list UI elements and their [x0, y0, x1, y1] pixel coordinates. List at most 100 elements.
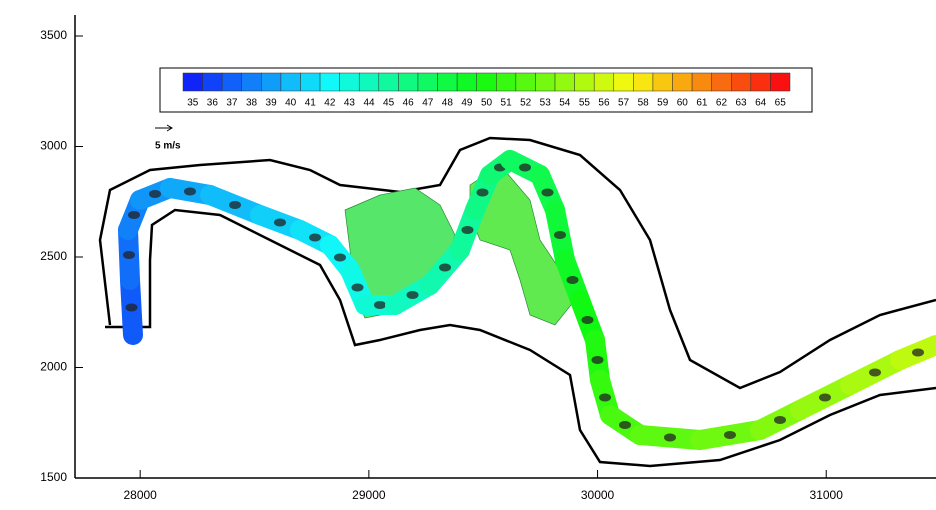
colorbar-label: 45 [383, 98, 395, 109]
colorbar-swatch [750, 72, 771, 92]
colorbar-label: 59 [657, 98, 669, 109]
velocity-vector [912, 348, 924, 357]
colorbar-swatch [300, 72, 321, 92]
colorbar-label: 36 [207, 98, 219, 109]
y-tick-label: 3000 [40, 139, 67, 153]
colorbar-swatch [241, 72, 262, 92]
velocity-vector [541, 188, 554, 197]
colorbar-label: 62 [716, 98, 728, 109]
colorbar-label: 52 [520, 98, 532, 109]
colorbar-swatch [319, 72, 340, 92]
velocity-vector [664, 433, 676, 442]
velocity-vector [229, 201, 241, 209]
colorbar-label: 43 [344, 98, 356, 109]
velocity-vector [309, 233, 321, 242]
colorbar-label: 56 [598, 98, 610, 109]
velocity-vector [581, 316, 594, 324]
colorbar-swatch [770, 72, 791, 92]
colorbar-swatch [182, 72, 203, 92]
colorbar-swatch [613, 72, 634, 92]
colorbar-swatch [731, 72, 752, 92]
x-tick-label: 31000 [810, 488, 844, 502]
colorbar-label: 53 [540, 98, 552, 109]
colorbar-swatch [378, 72, 399, 92]
colorbar-label: 50 [481, 98, 493, 109]
velocity-vector [334, 253, 346, 262]
vector-scale-label: 5 m/s [155, 141, 181, 152]
velocity-vector [724, 431, 736, 439]
velocity-vector [406, 291, 419, 299]
colorbar-label: 57 [618, 98, 630, 109]
velocity-vector [125, 303, 138, 312]
colorbar-swatch [574, 72, 595, 92]
y-tick-label: 2500 [40, 249, 67, 263]
velocity-vector [554, 231, 566, 239]
colorbar-swatch [280, 72, 301, 92]
colorbar-swatch [456, 72, 477, 92]
colorbar-label: 41 [305, 98, 317, 109]
colorbar-label: 54 [559, 98, 571, 109]
boundary [105, 208, 936, 468]
x-tick-label: 29000 [352, 488, 386, 502]
boundary [98, 136, 936, 390]
colorbar-swatch [476, 72, 497, 92]
velocity-vector [274, 218, 286, 227]
colorbar-label: 58 [638, 98, 650, 109]
colorbar-swatch [358, 72, 380, 92]
colorbar-swatch [496, 72, 517, 92]
velocity-vector [351, 283, 364, 292]
y-tick-label: 1500 [40, 470, 67, 484]
x-tick-label: 28000 [123, 488, 157, 502]
velocity-vector [774, 416, 786, 424]
velocity-vector [519, 163, 531, 172]
colorbar-label: 46 [403, 98, 415, 109]
velocity-vector [123, 251, 135, 259]
colorbar-label: 37 [226, 98, 238, 109]
velocity-vector [439, 263, 451, 272]
colorbar-label: 44 [363, 98, 375, 109]
colorbar-swatch [437, 72, 458, 92]
colorbar-label: 64 [755, 98, 767, 109]
y-tick-label: 3500 [40, 28, 67, 42]
colorbar-swatch [652, 72, 673, 92]
colorbar-swatch [417, 72, 438, 92]
velocity-vector [619, 421, 631, 429]
velocity-vector [476, 188, 489, 197]
x-tick-label: 30000 [581, 488, 615, 502]
velocity-vector [128, 211, 140, 219]
colorbar-label: 55 [579, 98, 591, 109]
colorbar-label: 51 [501, 98, 513, 109]
colorbar-swatch [261, 72, 282, 92]
colorbar-label: 61 [696, 98, 708, 109]
velocity-vector [591, 356, 604, 364]
velocity-vector [566, 276, 579, 284]
colorbar-label: 39 [266, 98, 278, 109]
colorbar-label: 35 [187, 98, 199, 109]
velocity-vector [869, 368, 881, 377]
colorbar-label: 48 [442, 98, 454, 109]
velocity-vector [149, 190, 161, 198]
colorbar-swatch [554, 72, 575, 92]
colorbar-swatch [691, 72, 712, 92]
colorbar-swatch [535, 72, 556, 92]
velocity-vector [461, 226, 474, 234]
colorbar-swatch [202, 72, 223, 92]
colorbar-label: 65 [775, 98, 787, 109]
colorbar-swatch [633, 72, 654, 92]
colorbar-label: 38 [246, 98, 258, 109]
velocity-vector [599, 393, 611, 402]
colorbar-swatch [398, 72, 419, 92]
y-tick-label: 2000 [40, 360, 67, 374]
velocity-vector [184, 187, 196, 196]
colorbar-label: 63 [735, 98, 747, 109]
colorbar-swatch [672, 72, 693, 92]
river-map [98, 136, 936, 468]
colorbar-swatch [221, 72, 242, 92]
velocity-vector [374, 301, 386, 309]
lake [469, 164, 576, 326]
colorbar: 35 36 37 38 39 40 41 42 43 44 45 46 47 48 49 50 51 52 53 54… [159, 67, 813, 113]
colorbar-swatch [515, 72, 536, 92]
colorbar-swatch [711, 72, 732, 92]
